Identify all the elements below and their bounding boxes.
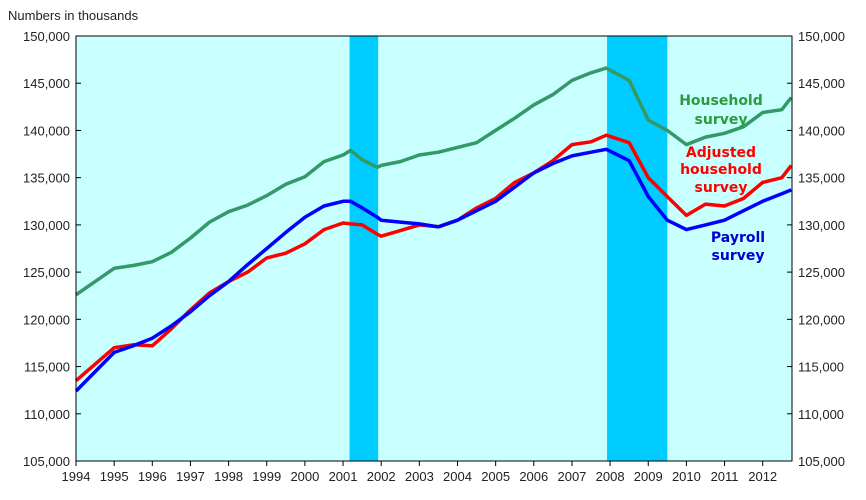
y-tick-label-right: 130,000: [798, 218, 845, 233]
payroll-label-2: survey: [712, 248, 765, 264]
x-tick-label: 2001: [329, 469, 358, 484]
x-tick-label: 1994: [62, 469, 91, 484]
series-line-payroll: [74, 147, 792, 393]
x-tick-label: 2002: [367, 469, 396, 484]
y-tick-label-right: 110,000: [798, 407, 844, 422]
y-tick-label-right: 125,000: [798, 265, 845, 280]
y-tick-label-left: 110,000: [24, 407, 70, 422]
y-tick-label-left: 150,000: [23, 29, 70, 44]
adjusted-label-2: household: [680, 162, 762, 178]
y-tick-label-left: 135,000: [23, 171, 70, 186]
x-tick-label: 1995: [100, 469, 129, 484]
y-tick-label-right: 145,000: [798, 76, 845, 91]
y-tick-label-right: 120,000: [798, 312, 845, 327]
y-axis-label: Numbers in thousands: [8, 8, 139, 23]
y-tick-label-right: 105,000: [798, 454, 845, 469]
x-tick-label: 2012: [748, 469, 777, 484]
y-tick-label-left: 120,000: [23, 312, 70, 327]
x-tick-label: 1997: [176, 469, 205, 484]
plot-background: [76, 36, 792, 461]
x-tick-label: 1996: [138, 469, 167, 484]
household-label-2: survey: [695, 112, 748, 128]
recession-band-1: [349, 36, 379, 461]
x-tick-label: 2004: [443, 469, 472, 484]
x-tick-label: 2006: [519, 469, 548, 484]
x-tick-label: 2010: [672, 469, 701, 484]
household-label-1: Household: [679, 93, 763, 109]
series-line-household: [75, 66, 793, 297]
x-tick-label: 2007: [557, 469, 586, 484]
y-tick-label-right: 140,000: [798, 123, 845, 138]
x-tick-label: 2011: [711, 469, 739, 484]
plot-frame: [75, 35, 793, 462]
y-tick-label-right: 135,000: [798, 171, 845, 186]
y-tick-label-right: 150,000: [798, 29, 845, 44]
y-tick-label-left: 115,000: [24, 360, 70, 375]
x-tick-label: 2008: [596, 469, 625, 484]
x-tick-label: 2005: [481, 469, 510, 484]
y-tick-label-left: 125,000: [23, 265, 70, 280]
plot-area: 105,000 105,000 110,000 110,000 115,000 115,0…: [23, 29, 845, 484]
x-tick-label: 1998: [214, 469, 243, 484]
adjusted-label-3: survey: [695, 180, 748, 196]
payroll-label-1: Payroll: [711, 230, 765, 246]
annotations: Household survey Adjusted household surv…: [679, 93, 765, 264]
y-tick-label-left: 105,000: [23, 454, 70, 469]
y-tick-label-left: 130,000: [23, 218, 70, 233]
x-tick-label: 2003: [405, 469, 434, 484]
x-tick-label: 2000: [290, 469, 319, 484]
x-tick-label: 2009: [634, 469, 663, 484]
x-tick-label: 1999: [252, 469, 281, 484]
y-tick-label-left: 145,000: [23, 76, 70, 91]
adjusted-label-1: Adjusted: [686, 145, 756, 161]
recession-band-2: [607, 36, 668, 461]
y-tick-label-right: 115,000: [798, 360, 844, 375]
y-tick-label-left: 140,000: [23, 123, 70, 138]
